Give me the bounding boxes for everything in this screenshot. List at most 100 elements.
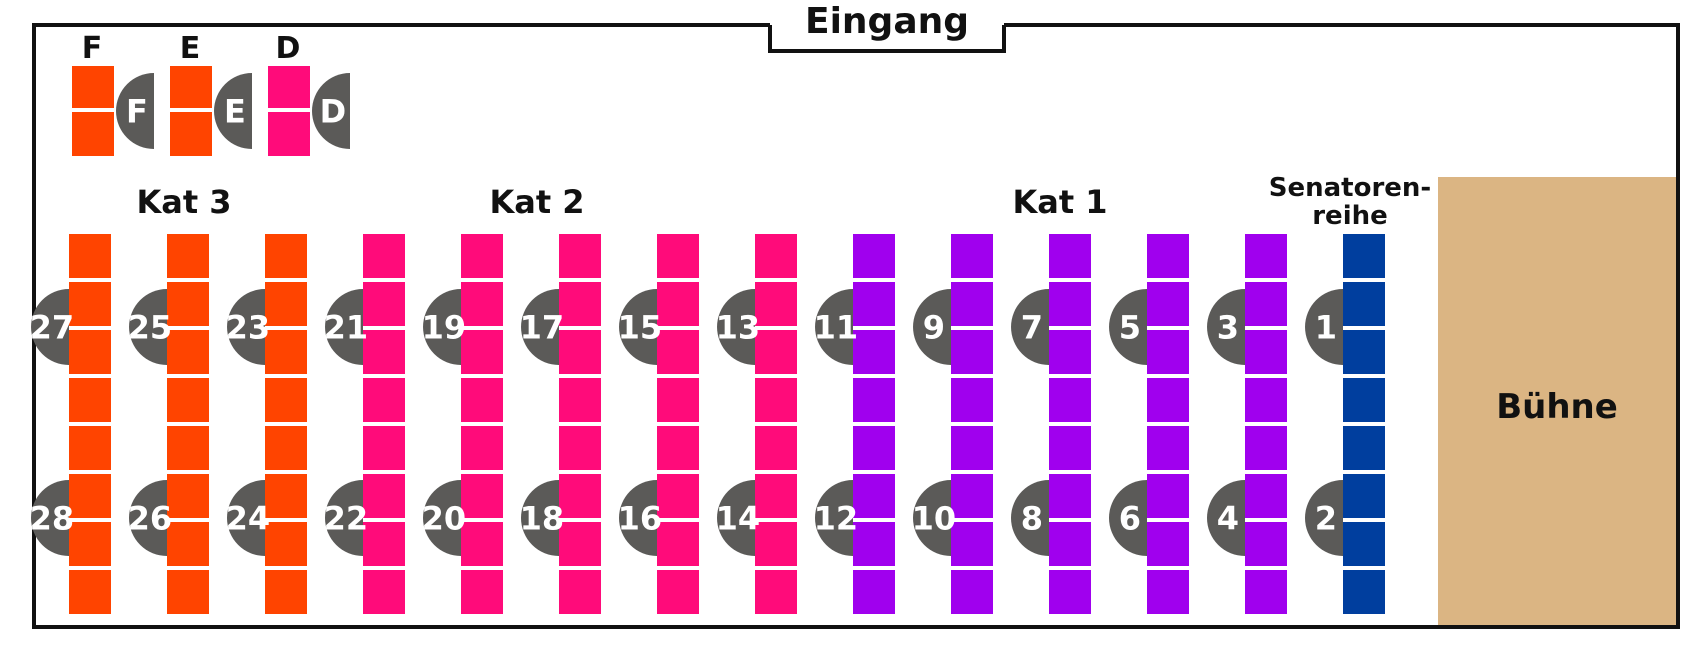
seat[interactable] [1049,426,1091,470]
seat[interactable] [265,330,307,374]
seat[interactable] [363,282,405,326]
seat[interactable] [167,234,209,278]
seat[interactable] [755,522,797,566]
seat[interactable] [559,234,601,278]
seat[interactable] [853,378,895,422]
seat[interactable] [951,426,993,470]
seat[interactable] [853,330,895,374]
seat[interactable] [69,426,111,470]
seat[interactable] [1343,378,1385,422]
seat[interactable] [559,522,601,566]
seat[interactable] [363,474,405,518]
seat[interactable] [461,378,503,422]
seat[interactable] [853,426,895,470]
seat[interactable] [363,378,405,422]
seat[interactable] [265,378,307,422]
seat[interactable] [167,522,209,566]
seat[interactable] [69,330,111,374]
seat[interactable] [363,330,405,374]
seat[interactable] [559,330,601,374]
seat[interactable] [951,474,993,518]
seat[interactable] [461,570,503,614]
seat[interactable] [69,282,111,326]
seat[interactable] [853,474,895,518]
seat[interactable] [951,378,993,422]
seat[interactable] [167,378,209,422]
seat[interactable] [167,474,209,518]
seat[interactable] [265,282,307,326]
seat[interactable] [559,426,601,470]
seat[interactable] [265,570,307,614]
seat[interactable] [853,522,895,566]
seat[interactable] [559,570,601,614]
seat[interactable] [1049,474,1091,518]
seat[interactable] [951,330,993,374]
seat[interactable] [265,426,307,470]
seat[interactable] [167,570,209,614]
seat[interactable] [1147,378,1189,422]
seat[interactable] [755,426,797,470]
seat[interactable] [1147,282,1189,326]
seat[interactable] [69,522,111,566]
seat[interactable] [1343,474,1385,518]
seat[interactable] [657,474,699,518]
seat[interactable] [1343,570,1385,614]
seat[interactable] [1147,234,1189,278]
seat[interactable] [363,570,405,614]
seat[interactable] [167,330,209,374]
seat[interactable] [461,330,503,374]
seat[interactable] [1343,234,1385,278]
seat[interactable] [1147,426,1189,470]
seat[interactable] [1049,282,1091,326]
seat[interactable] [69,234,111,278]
seat[interactable] [1245,522,1287,566]
seat[interactable] [755,378,797,422]
seat[interactable] [755,234,797,278]
seat[interactable] [1245,330,1287,374]
seat[interactable] [69,474,111,518]
seat[interactable] [265,234,307,278]
seat[interactable] [755,570,797,614]
seat[interactable] [461,474,503,518]
seat[interactable] [657,282,699,326]
seat[interactable] [1245,234,1287,278]
seat[interactable] [951,570,993,614]
seat[interactable] [167,426,209,470]
seat[interactable] [755,282,797,326]
seat[interactable] [1049,522,1091,566]
seat[interactable] [1245,378,1287,422]
seat[interactable] [363,234,405,278]
seat[interactable] [1343,330,1385,374]
seat[interactable] [1147,474,1189,518]
seat[interactable] [461,282,503,326]
seat[interactable] [1049,570,1091,614]
seat[interactable] [559,474,601,518]
seat[interactable] [559,378,601,422]
seat[interactable] [559,282,601,326]
seat[interactable] [951,522,993,566]
seat[interactable] [265,474,307,518]
seat[interactable] [461,234,503,278]
seat[interactable] [268,66,310,108]
seat[interactable] [951,282,993,326]
seat[interactable] [1245,282,1287,326]
seat[interactable] [1343,426,1385,470]
seat[interactable] [265,522,307,566]
seat[interactable] [72,112,114,156]
seat[interactable] [755,330,797,374]
seat[interactable] [1343,282,1385,326]
seat[interactable] [1343,522,1385,566]
seat[interactable] [170,66,212,108]
seat[interactable] [1245,570,1287,614]
seat[interactable] [755,474,797,518]
seat[interactable] [1049,234,1091,278]
seat[interactable] [461,522,503,566]
seat[interactable] [1049,330,1091,374]
seat[interactable] [69,570,111,614]
seat[interactable] [853,282,895,326]
seat[interactable] [657,378,699,422]
seat[interactable] [167,282,209,326]
seat[interactable] [853,234,895,278]
seat[interactable] [69,378,111,422]
seat[interactable] [363,426,405,470]
